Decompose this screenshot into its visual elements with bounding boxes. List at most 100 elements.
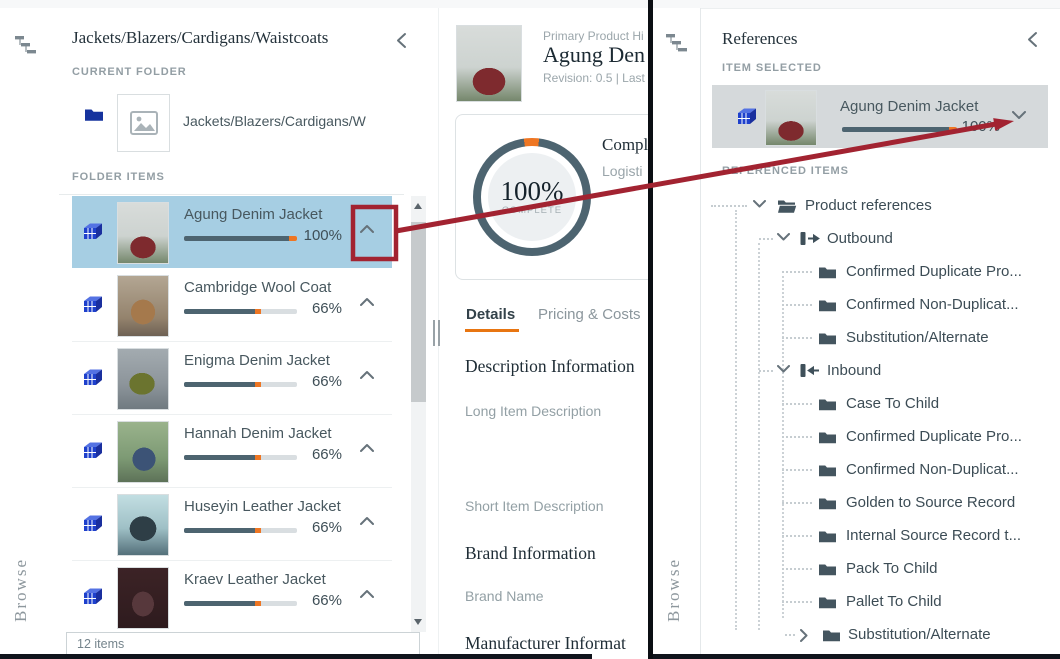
completeness-heading: Compl <box>602 135 649 154</box>
item-cube-icon <box>84 588 102 604</box>
tree-item[interactable]: Substitution/Alternate <box>653 325 1060 351</box>
tree-item[interactable]: Pallet To Child <box>653 589 1060 615</box>
section-divider <box>59 194 404 195</box>
hierarchy-icon[interactable] <box>665 32 689 54</box>
window-top-strip <box>653 0 1060 9</box>
tree-branch-dots <box>782 403 812 405</box>
chevron-down-icon[interactable] <box>777 365 790 373</box>
completeness-ring: 100% COMPLETE <box>473 138 591 256</box>
tree-item[interactable]: Product references <box>653 193 1060 219</box>
progress-bar <box>184 528 297 533</box>
selected-item-card[interactable]: Agung Denim Jacket 100% <box>712 85 1048 148</box>
item-name: Cambridge Wool Coat <box>184 279 332 296</box>
scrollbar-thumb[interactable] <box>411 222 426 402</box>
chevron-down-icon[interactable] <box>777 233 790 241</box>
chevron-up-icon[interactable] <box>360 224 374 233</box>
tree-item-label: Product references <box>805 197 932 214</box>
section-heading: Description Information <box>465 356 635 376</box>
tree-item[interactable]: Confirmed Duplicate Pro... <box>653 424 1060 450</box>
item-name: Kraev Leather Jacket <box>184 571 326 588</box>
chevron-down-icon[interactable] <box>1012 111 1026 120</box>
tree-branch-dots <box>782 436 812 438</box>
tree-item[interactable]: Case To Child <box>653 391 1060 417</box>
tree-branch-dots <box>782 271 812 273</box>
chevron-up-icon[interactable] <box>360 516 374 525</box>
tab-pricing-costs[interactable]: Pricing & Costs <box>538 306 641 323</box>
product-thumbnail <box>117 494 169 556</box>
tree-branch-dots <box>759 238 773 240</box>
list-scrollbar[interactable] <box>411 196 426 632</box>
scroll-down-icon[interactable] <box>414 619 422 625</box>
item-percent: 66% <box>311 300 342 317</box>
panel-resize-handle[interactable] <box>433 320 443 351</box>
collapse-panel-icon[interactable] <box>395 32 407 49</box>
image-placeholder-icon <box>129 111 158 135</box>
tree-branch-dots <box>785 634 795 636</box>
chevron-up-icon[interactable] <box>360 370 374 379</box>
tree-item-label: Confirmed Non-Duplicat... <box>846 461 1019 478</box>
window-bottom-edge <box>653 654 1060 659</box>
progress-bar <box>184 455 297 460</box>
tree-item-label: Confirmed Non-Duplicat... <box>846 296 1019 313</box>
item-name: Enigma Denim Jacket <box>184 352 330 369</box>
tree-item[interactable]: Inbound <box>653 358 1060 384</box>
product-thumbnail <box>117 421 169 483</box>
chevron-down-icon[interactable] <box>753 200 766 208</box>
list-item[interactable]: Agung Denim Jacket 100% <box>72 196 392 268</box>
completeness-card: 100% COMPLETE Compl Logisti <box>455 114 653 280</box>
scroll-up-icon[interactable] <box>414 203 422 209</box>
tree-item-label: Case To Child <box>846 395 940 412</box>
tree-item-label: Pallet To Child <box>846 593 942 610</box>
hierarchy-icon[interactable] <box>14 34 38 56</box>
field-label: Brand Name <box>465 588 544 604</box>
panel-title: References <box>722 29 798 48</box>
item-name: Agung Denim Jacket <box>840 98 979 115</box>
tree-item[interactable]: Confirmed Non-Duplicat... <box>653 457 1060 483</box>
tree-item-label: Outbound <box>827 230 893 247</box>
folder-icon <box>819 465 836 477</box>
chevron-up-icon[interactable] <box>360 589 374 598</box>
item-cube-icon <box>738 108 756 124</box>
tree-branch-dots <box>782 304 812 306</box>
overlay-window-edge <box>648 0 653 659</box>
folder-items-label: FOLDER ITEMS <box>72 171 165 183</box>
item-cube-icon <box>84 369 102 385</box>
completeness-state: COMPLETE <box>501 205 563 216</box>
tree-branch-dots <box>782 469 812 471</box>
list-item[interactable]: Cambridge Wool Coat 66% <box>72 269 392 342</box>
progress-bar <box>184 601 297 606</box>
completeness-subheading[interactable]: Logisti <box>602 163 643 179</box>
chevron-up-icon[interactable] <box>360 443 374 452</box>
chevron-up-icon[interactable] <box>360 297 374 306</box>
left-browse-rail: Browse <box>0 8 48 654</box>
tree-item[interactable]: Pack To Child <box>653 556 1060 582</box>
collapse-panel-icon[interactable] <box>1026 31 1038 48</box>
list-item[interactable]: Enigma Denim Jacket 66% <box>72 342 392 415</box>
current-folder-name: Jackets/Blazers/Cardigans/W <box>183 113 366 129</box>
chevron-right-icon[interactable] <box>800 629 808 642</box>
tree-item[interactable]: Confirmed Non-Duplicat... <box>653 292 1060 318</box>
folder-icon <box>823 630 840 642</box>
tree-guide-line <box>735 210 737 630</box>
tree-branch-dots <box>782 337 812 339</box>
tree-item[interactable]: Outbound <box>653 226 1060 252</box>
tree-item[interactable]: Confirmed Duplicate Pro... <box>653 259 1060 285</box>
tree-branch-dots <box>782 535 812 537</box>
completeness-percent: 100% <box>500 176 564 206</box>
item-percent: 66% <box>311 519 342 536</box>
hierarchy-breadcrumb: Primary Product Hi <box>543 29 644 43</box>
list-item[interactable]: Hannah Denim Jacket 66% <box>72 415 392 488</box>
item-cube-icon <box>84 515 102 531</box>
section-heading: Brand Information <box>465 543 596 563</box>
folder-icon <box>819 300 836 312</box>
browse-tab-label[interactable]: Browse <box>11 558 30 622</box>
tree-item[interactable]: Substitution/Alternate <box>653 622 1060 648</box>
item-title: Agung Den <box>543 42 646 67</box>
tree-guide-line <box>782 276 784 618</box>
list-item[interactable]: Kraev Leather Jacket 66% <box>72 561 392 634</box>
tab-details[interactable]: Details <box>466 306 516 323</box>
current-folder-row[interactable]: Jackets/Blazers/Cardigans/W <box>47 85 438 159</box>
tree-item[interactable]: Golden to Source Record <box>653 490 1060 516</box>
list-item[interactable]: Huseyin Leather Jacket 66% <box>72 488 392 561</box>
tree-item[interactable]: Internal Source Record t... <box>653 523 1060 549</box>
